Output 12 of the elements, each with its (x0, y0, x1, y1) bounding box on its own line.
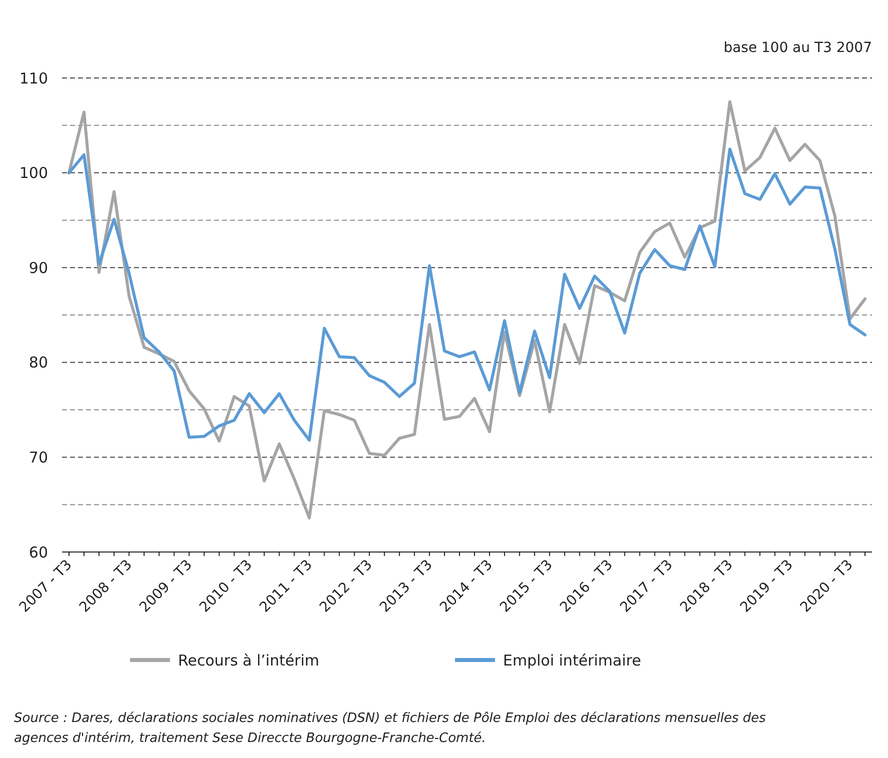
y-tick-label: 110 (19, 69, 48, 88)
text: base 100 au T3 2007 (724, 40, 872, 56)
y-tick-label: 60 (28, 543, 48, 562)
y-tick-label: 100 (19, 164, 48, 182)
legend-label: Recours à l’intérim (178, 651, 320, 670)
source-note: Source : Dares, déclarations sociales nominatives (DSN) et fichiers de Pôle Emploi des déclarations mensuelles des agences d'intérim, traitement Sese Direccte Bourgogne-Franche-Comté. (14, 711, 766, 746)
y-tick-label: 80 (28, 354, 48, 372)
line-series (68, 100, 866, 520)
line-series (68, 148, 866, 442)
y-tick-label: 90 (28, 258, 48, 277)
y-tick-label: 70 (28, 448, 48, 466)
legend-label: Emploi intérimaire (503, 651, 642, 670)
